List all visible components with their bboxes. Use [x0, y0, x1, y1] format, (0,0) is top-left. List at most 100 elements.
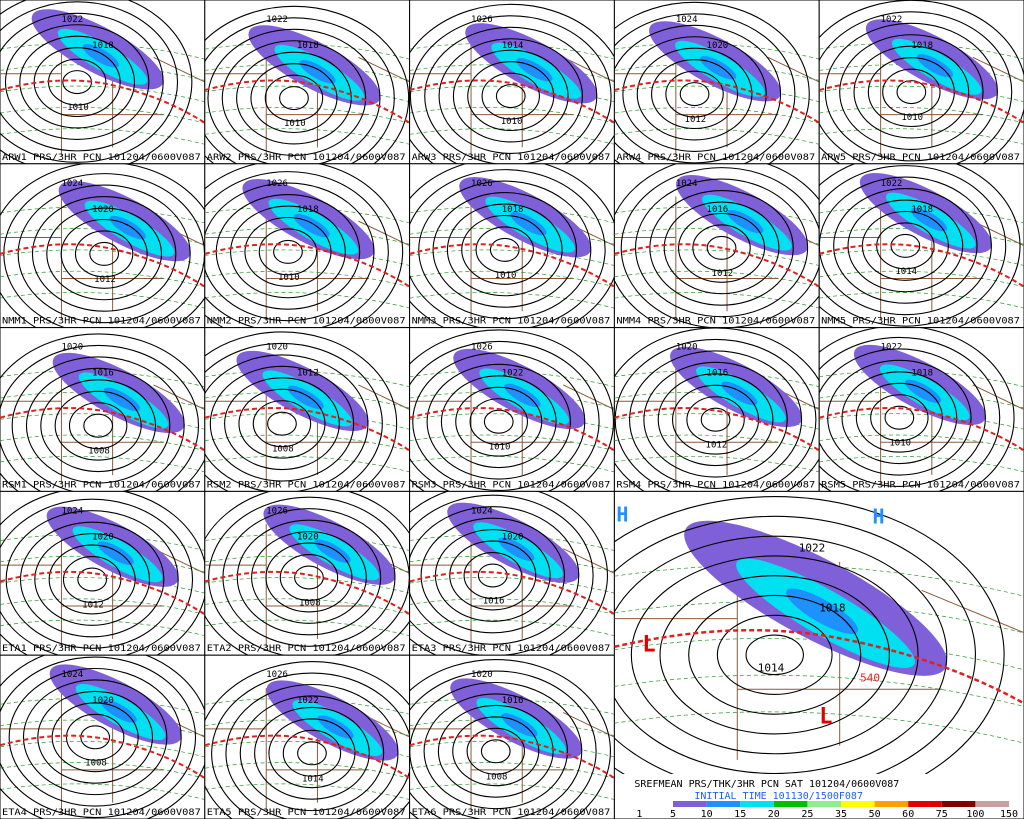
- thickness-line: [614, 674, 1024, 707]
- initial-time: INITIAL TIME 101130/1500F087: [694, 791, 863, 802]
- isobar: [452, 716, 540, 787]
- isobar-label: 1014: [895, 267, 917, 277]
- isobar-label: 1010: [901, 113, 923, 123]
- isobar-label: 1024: [61, 506, 83, 516]
- isobar: [461, 214, 549, 285]
- isobar: [37, 690, 154, 784]
- isobar: [489, 237, 520, 262]
- legend-value: 5: [670, 809, 676, 819]
- isobar: [819, 11, 1013, 164]
- isobar: [409, 670, 597, 819]
- isobar: [716, 614, 833, 695]
- isobar: [409, 329, 614, 492]
- isobar: [264, 74, 324, 122]
- isobar: [230, 205, 346, 299]
- legend-swatch: [908, 801, 942, 807]
- isobar: [819, 336, 1001, 492]
- isobar-label: 1022: [881, 343, 903, 353]
- isobar: [455, 386, 543, 457]
- isobar-label: 1014: [302, 774, 324, 784]
- legend-value: 100: [966, 809, 984, 819]
- panel-caption: RSM5 PRS/3HR PCN 101204/0600V087: [821, 480, 1020, 490]
- isobar: [466, 727, 525, 775]
- panel-caption: ETA3 PRS/3HR PCN 101204/0600V087: [412, 644, 611, 654]
- state-borders: [204, 524, 410, 648]
- isobar-label: 1010: [284, 119, 306, 129]
- panel-map: 1026 1022 1010: [409, 329, 615, 492]
- isobar: [614, 496, 1005, 774]
- panel-caption: RSM2 PRS/3HR PCN 101204/0600V087: [207, 480, 406, 490]
- state-borders: [409, 687, 615, 811]
- isobar-label: 1010: [67, 103, 89, 113]
- isobar: [678, 212, 766, 283]
- isobar: [745, 634, 804, 676]
- thickness-540: [409, 734, 615, 779]
- isobar: [51, 702, 139, 773]
- isobar: [409, 169, 606, 328]
- thickness-540: [409, 570, 615, 616]
- member-panel: 1022 1018 1010 ARW2 PRS/3HR PCN 101204/0600…: [204, 0, 411, 165]
- panel-map: 1022 1018 1010: [819, 0, 1024, 164]
- isobar-label: 1010: [489, 443, 511, 453]
- isobar: [614, 1, 810, 164]
- thickness-540: [204, 407, 410, 452]
- isobar-label: 1018: [819, 601, 846, 614]
- isobar-label: 1020: [297, 532, 319, 542]
- isobar: [649, 190, 794, 306]
- legend-swatch: [807, 801, 841, 807]
- legend-value: 35: [835, 809, 847, 819]
- panel-map: 1026 1020 1008: [204, 491, 410, 656]
- isobar: [663, 201, 780, 295]
- isobar: [437, 704, 554, 798]
- isobar: [480, 739, 511, 764]
- panel-caption: ETA1 PRS/3HR PCN 101204/0600V087: [2, 644, 201, 654]
- isobar: [204, 331, 398, 492]
- isobar: [207, 28, 381, 164]
- state-borders: [409, 524, 615, 648]
- isobar-label: 1012: [82, 600, 104, 610]
- isobar: [614, 24, 782, 164]
- isobar: [665, 70, 724, 118]
- thickness-540: [819, 407, 1024, 452]
- member-panel: 1024 1020 1012 ETA1 PRS/3HR PCN 101204/0600…: [0, 490, 206, 656]
- isobar: [236, 51, 352, 145]
- isobar-label: 1018: [911, 41, 933, 51]
- isobar: [279, 554, 339, 601]
- panel-caption: RSM3 PRS/3HR PCN 101204/0600V087: [412, 480, 611, 490]
- thickness-540: [409, 407, 615, 452]
- isobar-label: 1014: [758, 661, 785, 674]
- isobar: [819, 327, 1015, 492]
- legend-value: 60: [902, 809, 914, 819]
- thickness-540: [819, 79, 1024, 124]
- isobar: [819, 0, 1024, 164]
- isobar: [449, 540, 537, 611]
- isobar: [40, 379, 157, 473]
- isobar: [884, 405, 915, 430]
- legend-swatch: [975, 801, 1009, 807]
- isobar: [4, 24, 150, 140]
- isobar: [225, 683, 399, 819]
- isobar: [268, 718, 356, 789]
- state-borders: [0, 360, 205, 484]
- isobar-label: 1022: [266, 15, 288, 25]
- isobar-label: 1012: [706, 441, 728, 451]
- isobar: [614, 13, 796, 164]
- isobar: [636, 47, 753, 141]
- isobar: [60, 218, 148, 289]
- isobar: [17, 184, 191, 324]
- thickness-540: [0, 79, 205, 124]
- isobar-label: 1026: [266, 670, 288, 680]
- isobar: [236, 519, 382, 636]
- panel-caption: NMM2 PRS/3HR PCN 101204/0600V087: [207, 317, 406, 327]
- state-borders: [204, 687, 410, 811]
- panel-caption: ARW3 PRS/3HR PCN 101204/0600V087: [412, 153, 611, 163]
- isobar: [481, 72, 540, 120]
- state-borders: [614, 360, 820, 484]
- panel-map: 1020 1016 1012: [614, 327, 820, 492]
- member-panel: 1022 1018 1010 RSM5 PRS/3HR PCN 101204/0600…: [818, 327, 1024, 492]
- isobar: [477, 563, 508, 588]
- isobar: [890, 233, 921, 258]
- isobar-label: 1018: [502, 205, 524, 215]
- isobar: [469, 398, 528, 446]
- isobar: [686, 396, 745, 444]
